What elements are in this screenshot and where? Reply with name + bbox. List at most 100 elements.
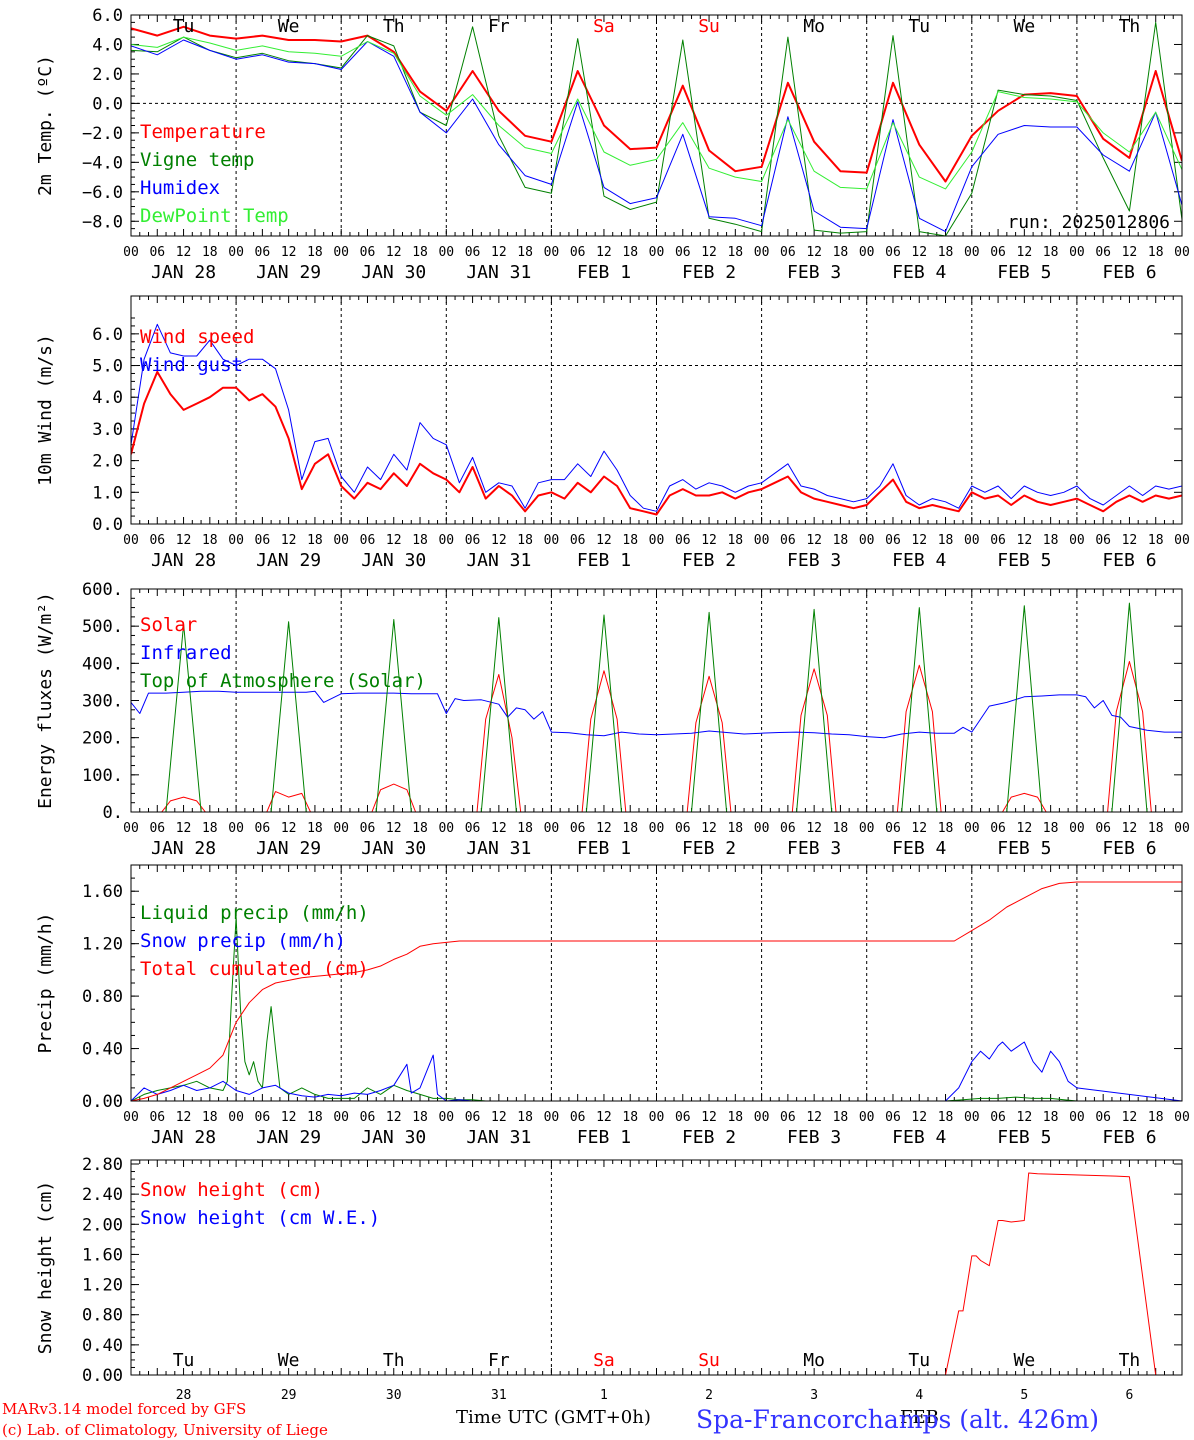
- weekday-label: Su: [698, 1350, 720, 1371]
- hour-label: 12: [806, 245, 822, 260]
- hour-label: 12: [386, 821, 402, 836]
- hour-label: 00: [228, 1110, 244, 1125]
- hour-label: 00: [649, 1110, 665, 1125]
- series-group: [131, 881, 1182, 1101]
- hour-label: 00: [649, 533, 665, 548]
- hour-label: 00: [649, 245, 665, 260]
- hour-label: 06: [675, 533, 691, 548]
- weekday-label: Fr: [488, 1350, 510, 1371]
- hour-label: 18: [833, 1110, 849, 1125]
- day-number-label: 30: [386, 1388, 402, 1403]
- hour-label: 00: [228, 821, 244, 836]
- date-label: FEB 1: [577, 1127, 631, 1148]
- date-label: JAN 31: [466, 262, 531, 283]
- weekday-label: Th: [1119, 1350, 1141, 1371]
- y-tick-label: 2.0: [92, 65, 123, 85]
- date-label: FEB 3: [787, 1127, 841, 1148]
- hour-label: 00: [859, 533, 875, 548]
- day-number-label: 28: [176, 1388, 192, 1403]
- hour-label: 06: [255, 245, 271, 260]
- hour-label: 18: [727, 533, 743, 548]
- hour-label: 12: [176, 1110, 192, 1125]
- legend-entry: Liquid precip (mm/h): [140, 902, 369, 924]
- hour-label: 06: [1095, 1110, 1111, 1125]
- hour-label: 18: [517, 821, 533, 836]
- hour-label: 06: [360, 1110, 376, 1125]
- series-line-0: [131, 661, 1182, 812]
- hour-label: 06: [780, 821, 796, 836]
- day-number-label: 31: [491, 1388, 507, 1403]
- y-tick-label: 2.0: [92, 452, 123, 472]
- series-line-0: [131, 916, 1182, 1101]
- y-tick-label: 0.00: [82, 1092, 123, 1112]
- y-tick-label: 600.: [82, 580, 123, 600]
- date-label: JAN 28: [151, 1127, 216, 1148]
- hour-label: 12: [596, 533, 612, 548]
- hour-label: 18: [727, 245, 743, 260]
- hour-label: 18: [307, 245, 323, 260]
- series-line-2: [131, 39, 1182, 233]
- weekday-label: We: [1014, 16, 1036, 37]
- date-label: FEB 2: [682, 262, 736, 283]
- date-label: JAN 28: [151, 838, 216, 859]
- plot-frame: [130, 1159, 1183, 1376]
- date-label: FEB 6: [1102, 838, 1156, 859]
- y-axis-label: 10m Wind (m/s): [35, 334, 56, 486]
- y-tick-label: 6.0: [92, 325, 123, 345]
- hour-label: 06: [570, 245, 586, 260]
- hour-label: 00: [228, 245, 244, 260]
- hour-label: 00: [228, 533, 244, 548]
- hour-label: 00: [964, 245, 980, 260]
- hour-label: 18: [202, 1110, 218, 1125]
- hour-label: 18: [833, 533, 849, 548]
- y-tick-label: 4.0: [92, 35, 123, 55]
- hour-label: 12: [911, 1110, 927, 1125]
- hour-label: 12: [386, 245, 402, 260]
- day-number-label: 1: [600, 1388, 608, 1403]
- hour-label: 18: [202, 533, 218, 548]
- hour-label: 00: [123, 533, 139, 548]
- panel-wind: 6.0 5.0 4.0 3.0 2.0 1.0 0.0 10m Wind (m/s) Wind …: [35, 295, 1190, 571]
- y-tick-label: −4.0: [82, 153, 123, 173]
- hour-label: 06: [1095, 245, 1111, 260]
- hour-label: 06: [149, 245, 165, 260]
- hour-label: 12: [596, 245, 612, 260]
- hour-label: 06: [255, 1110, 271, 1125]
- day-number-label: 5: [1020, 1388, 1028, 1403]
- hour-label: 12: [1017, 1110, 1033, 1125]
- hour-label: 06: [780, 533, 796, 548]
- plot-frame: [130, 14, 1183, 237]
- hour-label: 00: [1174, 821, 1190, 836]
- hour-label: 06: [885, 245, 901, 260]
- date-label: JAN 28: [151, 262, 216, 283]
- hour-label: 18: [202, 245, 218, 260]
- hour-label: 06: [885, 533, 901, 548]
- date-label: JAN 30: [361, 1127, 426, 1148]
- hour-label: 18: [833, 245, 849, 260]
- hour-label: 06: [465, 533, 481, 548]
- date-label: FEB 1: [577, 550, 631, 571]
- y-tick-label: 0.40: [82, 1336, 123, 1356]
- hour-label: 18: [412, 245, 428, 260]
- hour-label: 06: [465, 1110, 481, 1125]
- hour-label: 00: [964, 821, 980, 836]
- y-tick-label: 200.: [82, 729, 123, 749]
- hour-label: 00: [544, 1110, 560, 1125]
- hour-label: 18: [517, 1110, 533, 1125]
- hour-label: 18: [412, 821, 428, 836]
- hour-label: 18: [1148, 533, 1164, 548]
- date-label: FEB 6: [1102, 1127, 1156, 1148]
- hour-label: 06: [360, 245, 376, 260]
- model-credit: MARv3.14 model forced by GFS: [2, 1400, 246, 1418]
- y-tick-label: 1.60: [82, 882, 123, 902]
- y-tick-label: 0.0: [92, 515, 123, 535]
- y-tick-label: 5.0: [92, 357, 123, 377]
- hour-label: 00: [438, 245, 454, 260]
- station-label: Spa-Francorchamps (alt. 426m): [696, 1405, 1099, 1434]
- date-label: FEB 4: [892, 838, 946, 859]
- hour-label: 18: [622, 821, 638, 836]
- hour-label: 18: [1148, 821, 1164, 836]
- hour-label: 06: [1095, 533, 1111, 548]
- date-label: FEB 5: [997, 1127, 1051, 1148]
- hour-label: 12: [701, 821, 717, 836]
